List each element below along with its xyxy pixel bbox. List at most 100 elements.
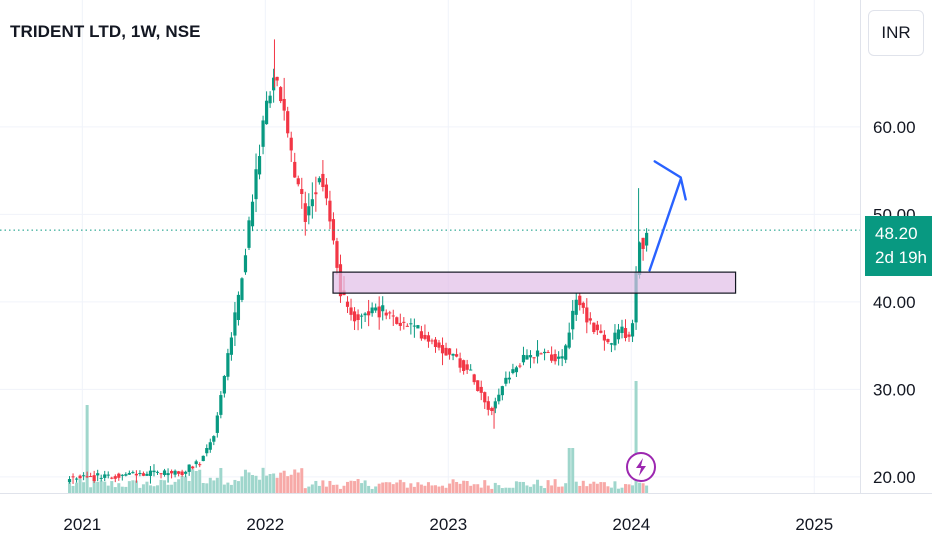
candle-body [557,356,561,359]
volume-bar [370,488,374,493]
candle-body [416,325,420,329]
candle-body [145,473,149,476]
volume-bar [82,482,86,493]
y-tick-label: 30.00 [873,380,916,399]
volume-bar [374,486,378,493]
volume-bar [296,472,300,493]
candle-body [370,307,374,314]
last-price-value: 48.20 [875,224,918,243]
candle-body [440,345,445,354]
volume-bar [159,479,163,493]
volume-bar [110,481,114,493]
volume-bar [219,468,223,493]
volume-bar [324,486,328,493]
volume-bar [78,479,82,493]
volume-bar [430,485,434,493]
trend-arrow-head [653,160,687,201]
volume-bar [581,480,585,493]
x-tick-label: 2022 [246,515,284,534]
volume-bar [300,468,304,493]
candle-body [430,340,434,342]
candle-body [592,322,596,332]
volume-bar [68,482,72,493]
currency-button[interactable]: INR [868,10,924,56]
candle-body [247,220,251,248]
volume-bar [321,480,325,493]
volume-bar [433,485,437,493]
volume-bar [222,484,226,493]
candle-body [282,98,286,111]
candle-body [117,473,121,478]
volume-bar [251,475,255,493]
volume-bar [419,484,423,493]
candle-body [314,192,318,195]
x-tick-label: 2024 [612,515,650,534]
candle-body [106,474,110,476]
volume-bar [85,405,89,493]
candle-body [507,377,511,380]
volume-bar [356,479,360,493]
candle-body [92,475,96,482]
volume-bar [124,486,128,493]
volume-bar [141,484,145,493]
candle-body [444,347,448,356]
volume-bar [314,480,318,493]
volume-bar [349,480,353,493]
candle-body [391,315,395,317]
candle-body [634,271,638,323]
volume-bar [564,483,568,493]
volume-bar [317,485,321,493]
candle-body [120,474,124,476]
volume-bar [282,470,286,493]
volume-bar [546,480,550,493]
volume-bar [504,487,508,493]
volume-bar [177,479,181,493]
candle-body [124,474,128,476]
candle-body [469,369,473,371]
candle-body [131,472,135,474]
volume-bar [588,483,592,493]
candle-body [613,332,617,346]
candle-body [296,178,300,185]
candle-body [504,377,508,384]
volume-bar [479,487,483,493]
volume-bar [194,471,198,493]
volume-bar [409,483,413,493]
volume-bar [402,482,406,493]
candle-body [402,321,406,323]
trend-arrow [648,178,682,272]
candle-body [236,294,241,321]
volume-bar [117,483,121,493]
y-tick-label: 40.00 [873,293,916,312]
candle-body [352,311,357,322]
volume-bar [528,486,532,493]
volume-bar [395,482,399,493]
volume-bar [624,484,628,493]
volume-bar [166,484,170,493]
volume-bar [616,488,620,493]
candle-body [542,351,547,354]
volume-bar [293,469,297,493]
volume-bar [307,486,311,493]
volume-bar [384,482,388,493]
candle-body [257,156,262,175]
candle-body [152,470,156,473]
volume-bar [483,480,487,493]
candle-body [616,329,621,340]
candle-body [286,111,290,134]
candle-body [560,356,564,359]
volume-bar [338,488,342,493]
volume-bar [89,487,93,493]
candle-body [71,476,75,478]
volume-bar [184,476,188,493]
volume-bar [377,483,381,493]
candle-body [497,394,501,402]
candle-body [637,242,642,275]
volume-bar [328,480,332,493]
candle-body [293,161,297,178]
volume-bar [511,487,515,493]
volume-bar [247,472,251,493]
candle-body [433,339,438,348]
volume-bar [346,481,350,493]
